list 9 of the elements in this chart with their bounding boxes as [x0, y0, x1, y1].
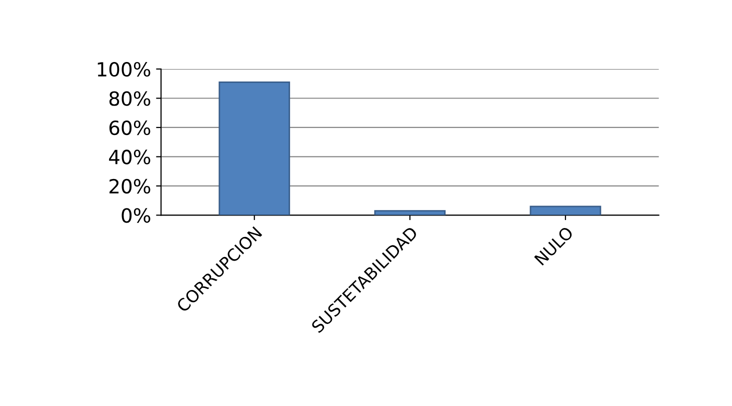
- y-tick-label: 80%: [109, 91, 150, 106]
- y-tick-label: 60%: [109, 120, 150, 136]
- bar: [530, 206, 602, 216]
- bar: [374, 210, 446, 216]
- y-tick-label: 20%: [110, 178, 150, 194]
- y-tick-label: 0%: [122, 208, 150, 223]
- y-tick-label: 100%: [98, 62, 150, 77]
- bar: [218, 81, 290, 216]
- y-tick-label: 40%: [109, 150, 150, 164]
